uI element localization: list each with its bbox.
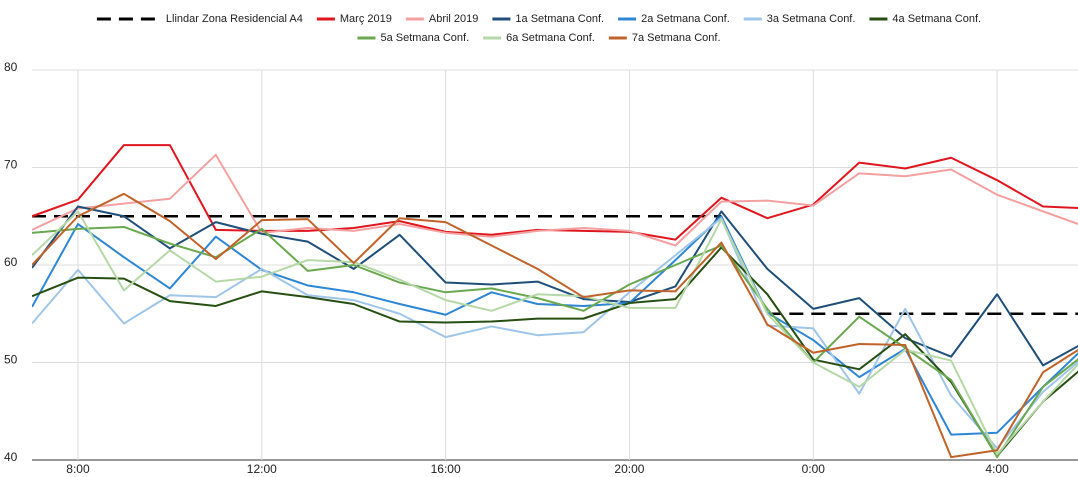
legend-item: Març 2019 — [316, 13, 392, 25]
legend-item: 5a Setmana Conf. — [357, 32, 469, 44]
x-tick-label: 20:00 — [614, 462, 644, 476]
y-tick-label: 60 — [4, 255, 18, 269]
legend-label: Llindar Zona Residencial A4 — [166, 13, 303, 25]
legend-item: 3a Setmana Conf. — [743, 13, 856, 25]
legend-label: 3a Setmana Conf. — [767, 13, 856, 25]
y-tick-label: 40 — [4, 450, 18, 464]
legend-label: 5a Setmana Conf. — [380, 32, 469, 44]
x-tick-label: 16:00 — [431, 462, 461, 476]
legend-item: Abril 2019 — [405, 13, 479, 25]
legend-item: 2a Setmana Conf. — [618, 13, 730, 25]
series-line — [32, 225, 1078, 459]
legend-label: 2a Setmana Conf. — [641, 13, 730, 25]
series-line — [32, 210, 1078, 456]
series-line — [32, 153, 1078, 247]
x-tick-label: 8:00 — [66, 462, 90, 476]
x-tick-label: 4:00 — [985, 462, 1009, 476]
legend-label: Abril 2019 — [429, 13, 479, 25]
series-line — [32, 144, 1078, 241]
series-line — [32, 246, 1078, 458]
x-tick-label: 12:00 — [247, 462, 277, 476]
legend-item: 1a Setmana Conf. — [492, 13, 604, 25]
legend-label: 4a Setmana Conf. — [892, 13, 981, 25]
legend-label: 7a Setmana Conf. — [632, 32, 721, 44]
series-line — [32, 215, 1078, 315]
legend-item: 4a Setmana Conf. — [869, 13, 981, 25]
series-line — [32, 217, 1078, 450]
legend-item: 6a Setmana Conf. — [483, 32, 595, 44]
plot-lines — [32, 144, 1078, 459]
x-tick-label: 0:00 — [802, 462, 826, 476]
legend-item: 7a Setmana Conf. — [608, 32, 721, 44]
y-tick-label: 50 — [4, 353, 18, 367]
legend-label: 6a Setmana Conf. — [506, 32, 595, 44]
legend-label: 1a Setmana Conf. — [515, 13, 604, 25]
y-tick-label: 80 — [4, 60, 18, 74]
legend-label: Març 2019 — [340, 13, 392, 25]
y-tick-label: 70 — [4, 158, 18, 172]
series-line — [32, 192, 1078, 459]
legend-item: Llindar Zona Residencial A4 — [96, 13, 303, 25]
